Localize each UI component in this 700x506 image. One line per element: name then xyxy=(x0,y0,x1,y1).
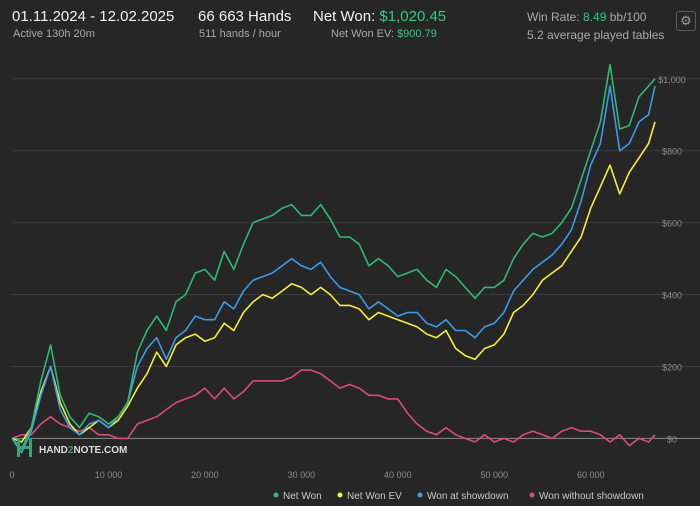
series-line-net-won-ev xyxy=(11,121,656,443)
series-line-won-at-showdown xyxy=(11,85,656,454)
logo-text-left: HAND xyxy=(39,445,68,456)
x-tick-label: 40 000 xyxy=(384,470,412,480)
legend-item-won-at-showdown[interactable]: Won at showdown xyxy=(417,491,509,502)
legend-label: Net Won EV xyxy=(347,491,402,502)
logo-text-mid: 2 xyxy=(68,445,74,456)
net-won-ev: Net Won EV: $900.79 xyxy=(331,28,437,40)
legend-swatch xyxy=(273,492,279,498)
date-range: 01.11.2024 - 12.02.2025 xyxy=(12,8,175,25)
legend-swatch xyxy=(529,492,535,498)
legend-label: Net Won xyxy=(283,491,322,502)
x-tick-label: 30 000 xyxy=(288,470,316,480)
hand2note-logo: HAND2NOTE.COM xyxy=(17,438,127,457)
hands-rate: 511 hands / hour xyxy=(199,28,281,40)
y-tick-label: $1,000 xyxy=(658,75,686,85)
win-rate: Win Rate: 8.49 bb/100 xyxy=(527,10,646,24)
legend-swatch xyxy=(417,492,423,498)
logo-text-right: NOTE.COM xyxy=(73,445,127,456)
legend-item-net-won[interactable]: Net Won xyxy=(273,491,322,502)
legend: Net Won Net Won EV Won at showdown Won with… xyxy=(273,491,644,502)
net-won-ev-value: $900.79 xyxy=(397,28,437,40)
series-line-won-without-showdown xyxy=(11,369,656,447)
legend-item-won-without-showdown[interactable]: Won without showdown xyxy=(529,491,644,502)
axis-ticks: $0 $200 $400 $600 $800 $1,000 0 10 000 20 000 30 … xyxy=(9,75,685,480)
series-lines xyxy=(11,63,656,454)
net-won-label: Net Won: xyxy=(313,8,376,25)
gear-icon[interactable]: ⚙ xyxy=(676,11,696,31)
x-tick-label: 0 xyxy=(9,470,14,480)
x-tick-label: 20 000 xyxy=(191,470,219,480)
win-rate-unit: bb/100 xyxy=(609,10,647,24)
net-won-value: $1,020.45 xyxy=(379,8,447,25)
y-tick-label: $0 xyxy=(667,434,677,444)
hands-count: 66 663 Hands xyxy=(198,8,292,25)
x-tick-label: 60 000 xyxy=(577,470,605,480)
net-won: Net Won: $1,020.45 xyxy=(313,8,446,25)
legend-swatch xyxy=(337,492,343,498)
win-rate-label: Win Rate: xyxy=(527,10,580,24)
svg-text:HAND2NOTE.COM: HAND2NOTE.COM xyxy=(39,445,127,456)
series-line-net-won xyxy=(11,63,656,451)
y-tick-label: $600 xyxy=(662,219,682,229)
avg-tables: 5.2 average played tables xyxy=(527,28,665,42)
legend-item-net-won-ev[interactable]: Net Won EV xyxy=(337,491,403,502)
legend-label: Won at showdown xyxy=(427,491,509,502)
y-tick-label: $400 xyxy=(662,291,682,301)
legend-label: Won without showdown xyxy=(539,491,644,502)
active-time: Active 130h 20m xyxy=(13,28,95,40)
net-won-ev-label: Net Won EV: xyxy=(331,28,394,40)
x-tick-label: 50 000 xyxy=(481,470,509,480)
win-rate-value: 8.49 xyxy=(583,10,607,24)
y-tick-label: $800 xyxy=(662,147,682,157)
y-tick-label: $200 xyxy=(662,362,682,372)
x-tick-label: 10 000 xyxy=(95,470,123,480)
